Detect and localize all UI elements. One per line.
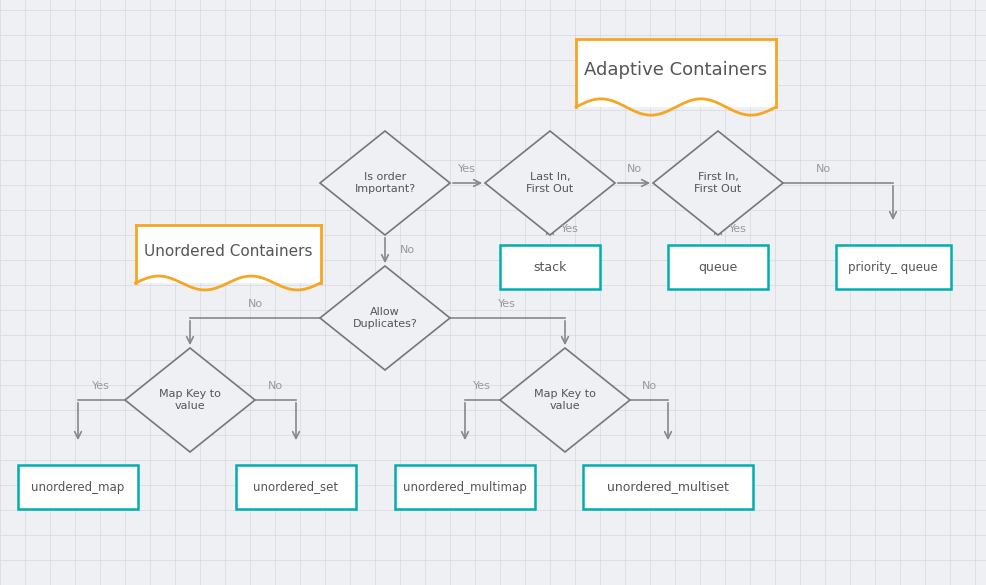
Text: unordered_multiset: unordered_multiset <box>606 480 729 494</box>
Text: Map Key to
value: Map Key to value <box>533 389 596 411</box>
Text: unordered_multimap: unordered_multimap <box>402 480 527 494</box>
Text: unordered_map: unordered_map <box>32 480 124 494</box>
Text: No: No <box>267 381 282 391</box>
Text: priority_ queue: priority_ queue <box>847 260 937 274</box>
Text: Map Key to
value: Map Key to value <box>159 389 221 411</box>
Polygon shape <box>319 131 450 235</box>
FancyBboxPatch shape <box>583 465 752 509</box>
FancyBboxPatch shape <box>668 245 767 289</box>
Text: Unordered Containers: Unordered Containers <box>144 243 312 259</box>
Text: Yes: Yes <box>498 299 516 309</box>
FancyBboxPatch shape <box>236 465 356 509</box>
Text: Yes: Yes <box>472 381 490 391</box>
Text: Yes: Yes <box>729 224 746 234</box>
Text: No: No <box>641 381 656 391</box>
Polygon shape <box>653 131 782 235</box>
Text: No: No <box>626 164 641 174</box>
Polygon shape <box>500 348 629 452</box>
Text: Last In,
First Out: Last In, First Out <box>526 172 573 194</box>
Text: Yes: Yes <box>458 164 475 174</box>
Polygon shape <box>125 348 254 452</box>
Text: Allow
Duplicates?: Allow Duplicates? <box>352 307 417 329</box>
Polygon shape <box>319 266 450 370</box>
Text: Yes: Yes <box>92 381 109 391</box>
Text: No: No <box>814 164 830 174</box>
Text: First In,
First Out: First In, First Out <box>694 172 740 194</box>
Text: unordered_set: unordered_set <box>253 480 338 494</box>
FancyBboxPatch shape <box>18 465 138 509</box>
Text: Adaptive Containers: Adaptive Containers <box>584 61 767 78</box>
Text: queue: queue <box>698 260 737 274</box>
Polygon shape <box>484 131 614 235</box>
Text: stack: stack <box>532 260 566 274</box>
Text: No: No <box>247 299 262 309</box>
Text: Is order
Important?: Is order Important? <box>354 172 415 194</box>
Text: No: No <box>399 245 414 255</box>
FancyBboxPatch shape <box>135 225 320 283</box>
FancyBboxPatch shape <box>576 39 775 107</box>
Text: Yes: Yes <box>560 224 579 234</box>
FancyBboxPatch shape <box>394 465 534 509</box>
FancyBboxPatch shape <box>500 245 599 289</box>
FancyBboxPatch shape <box>835 245 950 289</box>
